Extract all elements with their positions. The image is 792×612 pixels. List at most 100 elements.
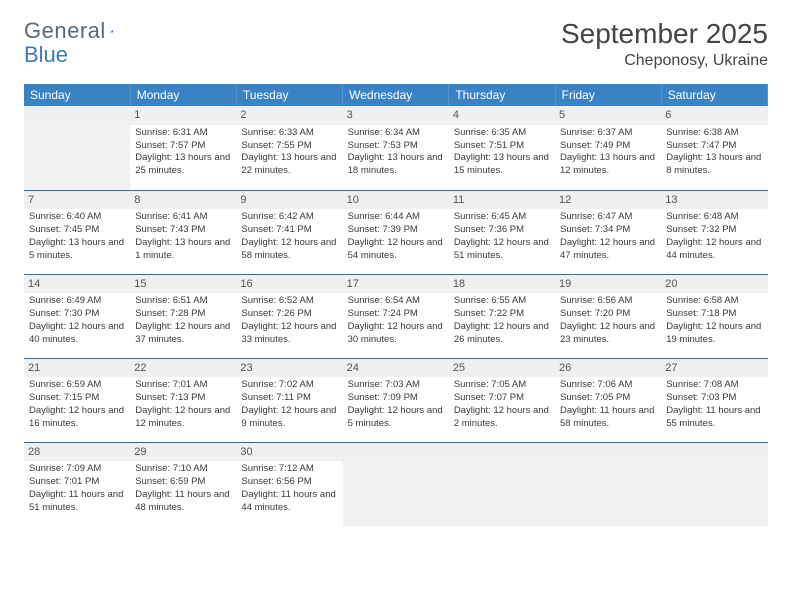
day-number [661, 443, 767, 462]
calendar-day-cell: 9Sunrise: 6:42 AMSunset: 7:41 PMDaylight… [236, 190, 342, 274]
calendar-empty-cell [661, 442, 767, 526]
calendar-day-cell: 17Sunrise: 6:54 AMSunset: 7:24 PMDayligh… [343, 274, 449, 358]
day-details: Sunrise: 6:52 AMSunset: 7:26 PMDaylight:… [240, 295, 338, 346]
day-number: 6 [661, 106, 767, 125]
title-block: September 2025 Cheponosy, Ukraine [561, 18, 768, 70]
logo-triangle-icon [110, 23, 114, 39]
day-number: 19 [555, 275, 661, 294]
day-details: Sunrise: 6:41 AMSunset: 7:43 PMDaylight:… [134, 211, 232, 262]
day-details: Sunrise: 7:03 AMSunset: 7:09 PMDaylight:… [347, 379, 445, 430]
day-number: 8 [130, 191, 236, 210]
day-details: Sunrise: 7:08 AMSunset: 7:03 PMDaylight:… [665, 379, 763, 430]
calendar-day-cell: 8Sunrise: 6:41 AMSunset: 7:43 PMDaylight… [130, 190, 236, 274]
calendar-day-cell: 10Sunrise: 6:44 AMSunset: 7:39 PMDayligh… [343, 190, 449, 274]
weekday-header: Sunday [24, 84, 130, 106]
calendar-day-cell: 2 Sunrise: 6:33 AMSunset: 7:55 PMDaylight… [236, 106, 342, 190]
day-number: 2 [236, 106, 342, 125]
logo-text-blue: Blue [24, 42, 68, 68]
day-number: 12 [555, 191, 661, 210]
calendar-body: 1 Sunrise: 6:31 AMSunset: 7:57 PMDaylight… [24, 106, 768, 526]
day-number: 29 [130, 443, 236, 462]
day-number: 30 [236, 443, 342, 462]
day-number: 14 [24, 275, 130, 294]
calendar-day-cell: 11Sunrise: 6:45 AMSunset: 7:36 PMDayligh… [449, 190, 555, 274]
logo: General [24, 18, 134, 44]
day-number: 28 [24, 443, 130, 462]
day-number: 10 [343, 191, 449, 210]
day-details: Sunrise: 6:38 AMSunset: 7:47 PMDaylight:… [665, 127, 763, 178]
calendar-empty-cell [343, 442, 449, 526]
calendar-day-cell: 4Sunrise: 6:35 AMSunset: 7:51 PMDaylight… [449, 106, 555, 190]
calendar-table: Sunday Monday Tuesday Wednesday Thursday… [24, 84, 768, 526]
day-number: 3 [343, 106, 449, 125]
calendar-day-cell: 19Sunrise: 6:56 AMSunset: 7:20 PMDayligh… [555, 274, 661, 358]
day-number: 26 [555, 359, 661, 378]
day-details: Sunrise: 6:54 AMSunset: 7:24 PMDaylight:… [347, 295, 445, 346]
calendar-day-cell: 15Sunrise: 6:51 AMSunset: 7:28 PMDayligh… [130, 274, 236, 358]
day-details: Sunrise: 7:05 AMSunset: 7:07 PMDaylight:… [453, 379, 551, 430]
calendar-day-cell: 14Sunrise: 6:49 AMSunset: 7:30 PMDayligh… [24, 274, 130, 358]
day-details: Sunrise: 7:09 AMSunset: 7:01 PMDaylight:… [28, 463, 126, 514]
day-number: 23 [236, 359, 342, 378]
day-details: Sunrise: 6:59 AMSunset: 7:15 PMDaylight:… [28, 379, 126, 430]
day-details: Sunrise: 6:55 AMSunset: 7:22 PMDaylight:… [453, 295, 551, 346]
calendar-week-row: 7Sunrise: 6:40 AMSunset: 7:45 PMDaylight… [24, 190, 768, 274]
day-details: Sunrise: 6:34 AMSunset: 7:53 PMDaylight:… [347, 127, 445, 178]
day-number: 17 [343, 275, 449, 294]
calendar-day-cell: 26Sunrise: 7:06 AMSunset: 7:05 PMDayligh… [555, 358, 661, 442]
day-number: 22 [130, 359, 236, 378]
calendar-day-cell: 5 Sunrise: 6:37 AMSunset: 7:49 PMDaylight… [555, 106, 661, 190]
day-details: Sunrise: 6:37 AMSunset: 7:49 PMDaylight:… [559, 127, 657, 178]
day-details: Sunrise: 7:12 AMSunset: 6:56 PMDaylight:… [240, 463, 338, 514]
calendar-day-cell: 25Sunrise: 7:05 AMSunset: 7:07 PMDayligh… [449, 358, 555, 442]
day-number: 4 [449, 106, 555, 125]
day-details: Sunrise: 6:48 AMSunset: 7:32 PMDaylight:… [665, 211, 763, 262]
day-details: Sunrise: 6:33 AMSunset: 7:55 PMDaylight:… [240, 127, 338, 178]
calendar-day-cell: 18Sunrise: 6:55 AMSunset: 7:22 PMDayligh… [449, 274, 555, 358]
weekday-header: Wednesday [343, 84, 449, 106]
calendar-day-cell: 23Sunrise: 7:02 AMSunset: 7:11 PMDayligh… [236, 358, 342, 442]
day-details: Sunrise: 7:06 AMSunset: 7:05 PMDaylight:… [559, 379, 657, 430]
day-number: 11 [449, 191, 555, 210]
calendar-day-cell: 1 Sunrise: 6:31 AMSunset: 7:57 PMDaylight… [130, 106, 236, 190]
calendar-week-row: 1 Sunrise: 6:31 AMSunset: 7:57 PMDaylight… [24, 106, 768, 190]
day-details: Sunrise: 7:02 AMSunset: 7:11 PMDaylight:… [240, 379, 338, 430]
weekday-header: Monday [130, 84, 236, 106]
calendar-day-cell: 12Sunrise: 6:47 AMSunset: 7:34 PMDayligh… [555, 190, 661, 274]
weekday-header: Friday [555, 84, 661, 106]
day-number: 13 [661, 191, 767, 210]
weekday-header: Thursday [449, 84, 555, 106]
day-details: Sunrise: 6:58 AMSunset: 7:18 PMDaylight:… [665, 295, 763, 346]
calendar-day-cell: 29Sunrise: 7:10 AMSunset: 6:59 PMDayligh… [130, 442, 236, 526]
calendar-day-cell: 16Sunrise: 6:52 AMSunset: 7:26 PMDayligh… [236, 274, 342, 358]
day-number: 1 [130, 106, 236, 125]
day-number: 15 [130, 275, 236, 294]
calendar-day-cell: 7Sunrise: 6:40 AMSunset: 7:45 PMDaylight… [24, 190, 130, 274]
day-details: Sunrise: 6:45 AMSunset: 7:36 PMDaylight:… [453, 211, 551, 262]
day-number: 5 [555, 106, 661, 125]
day-number: 27 [661, 359, 767, 378]
calendar-empty-cell [24, 106, 130, 190]
calendar-day-cell: 3 Sunrise: 6:34 AMSunset: 7:53 PMDaylight… [343, 106, 449, 190]
day-details: Sunrise: 6:40 AMSunset: 7:45 PMDaylight:… [28, 211, 126, 262]
calendar-day-cell: 30Sunrise: 7:12 AMSunset: 6:56 PMDayligh… [236, 442, 342, 526]
page-header: General September 2025 Cheponosy, Ukrain… [24, 18, 768, 70]
calendar-week-row: 21Sunrise: 6:59 AMSunset: 7:15 PMDayligh… [24, 358, 768, 442]
day-details: Sunrise: 6:47 AMSunset: 7:34 PMDaylight:… [559, 211, 657, 262]
day-details: Sunrise: 6:51 AMSunset: 7:28 PMDaylight:… [134, 295, 232, 346]
day-number: 21 [24, 359, 130, 378]
day-number: 25 [449, 359, 555, 378]
day-details: Sunrise: 6:31 AMSunset: 7:57 PMDaylight:… [134, 127, 232, 178]
calendar-day-cell: 13Sunrise: 6:48 AMSunset: 7:32 PMDayligh… [661, 190, 767, 274]
calendar-empty-cell [449, 442, 555, 526]
day-details: Sunrise: 6:44 AMSunset: 7:39 PMDaylight:… [347, 211, 445, 262]
day-number: 16 [236, 275, 342, 294]
weekday-header: Saturday [661, 84, 767, 106]
day-number [449, 443, 555, 462]
month-title: September 2025 [561, 18, 768, 50]
calendar-week-row: 28Sunrise: 7:09 AMSunset: 7:01 PMDayligh… [24, 442, 768, 526]
calendar-empty-cell [555, 442, 661, 526]
day-details: Sunrise: 6:42 AMSunset: 7:41 PMDaylight:… [240, 211, 338, 262]
day-number [24, 106, 130, 125]
logo-text-gray: General [24, 18, 106, 44]
